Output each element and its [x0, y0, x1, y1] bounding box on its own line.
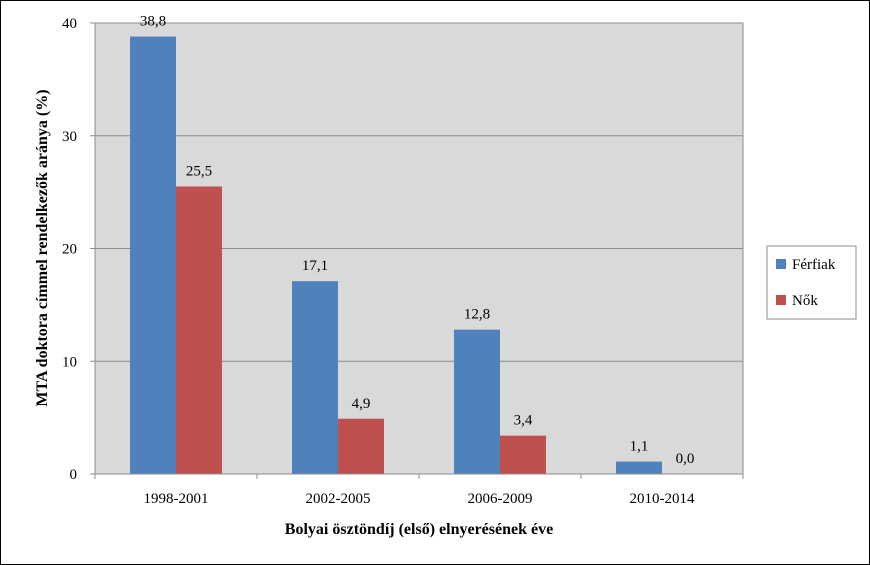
- data-label: 0,0: [676, 451, 695, 467]
- x-tick-label: 2002-2005: [306, 491, 371, 507]
- y-axis-title: MTA doktora címmel rendelkezők aránya (%…: [34, 89, 51, 406]
- data-label: 38,8: [140, 14, 166, 30]
- bars: [130, 36, 662, 475]
- legend: Férfiak Nők: [766, 245, 857, 320]
- y-tick-label: 10: [62, 354, 77, 370]
- y-tick-label: 30: [62, 129, 77, 145]
- y-tick-labels: 0 10 20 30 40: [62, 16, 77, 483]
- x-tick-label: 2010-2014: [630, 491, 695, 507]
- data-labels: 38,8 25,5 17,1 4,9 12,8 3,4 1,1 0,0: [140, 14, 695, 467]
- bar-nok: [500, 435, 546, 474]
- bar-ferfiak: [454, 329, 500, 474]
- y-tick-label: 20: [62, 242, 77, 258]
- x-axis-title: Bolyai ösztöndíj (első) elnyerésének éve: [285, 521, 553, 538]
- legend-box: [766, 245, 857, 320]
- legend-label-nok: Nők: [792, 293, 818, 309]
- data-label: 25,5: [186, 163, 212, 179]
- data-label: 3,4: [514, 413, 533, 429]
- bar-nok: [176, 186, 222, 475]
- y-tick-label: 40: [62, 16, 77, 32]
- bar-ferfiak: [292, 281, 338, 474]
- y-tick-label: 0: [70, 467, 78, 483]
- data-label: 4,9: [352, 396, 371, 412]
- data-label: 1,1: [630, 439, 649, 455]
- legend-swatch-nok: [776, 295, 786, 305]
- legend-swatch-ferfiak: [776, 259, 786, 269]
- bar-nok: [338, 418, 384, 474]
- data-label: 17,1: [302, 258, 328, 274]
- legend-label-ferfiak: Férfiak: [792, 257, 836, 273]
- bar-ferfiak: [616, 461, 662, 474]
- axes: [90, 22, 744, 479]
- x-tick-label: 2006-2009: [468, 491, 533, 507]
- x-tick-labels: 1998-2001 2002-2005 2006-2009 2010-2014: [144, 491, 695, 507]
- bar-ferfiak: [130, 36, 176, 474]
- data-label: 12,8: [464, 307, 490, 323]
- x-tick-label: 1998-2001: [144, 491, 209, 507]
